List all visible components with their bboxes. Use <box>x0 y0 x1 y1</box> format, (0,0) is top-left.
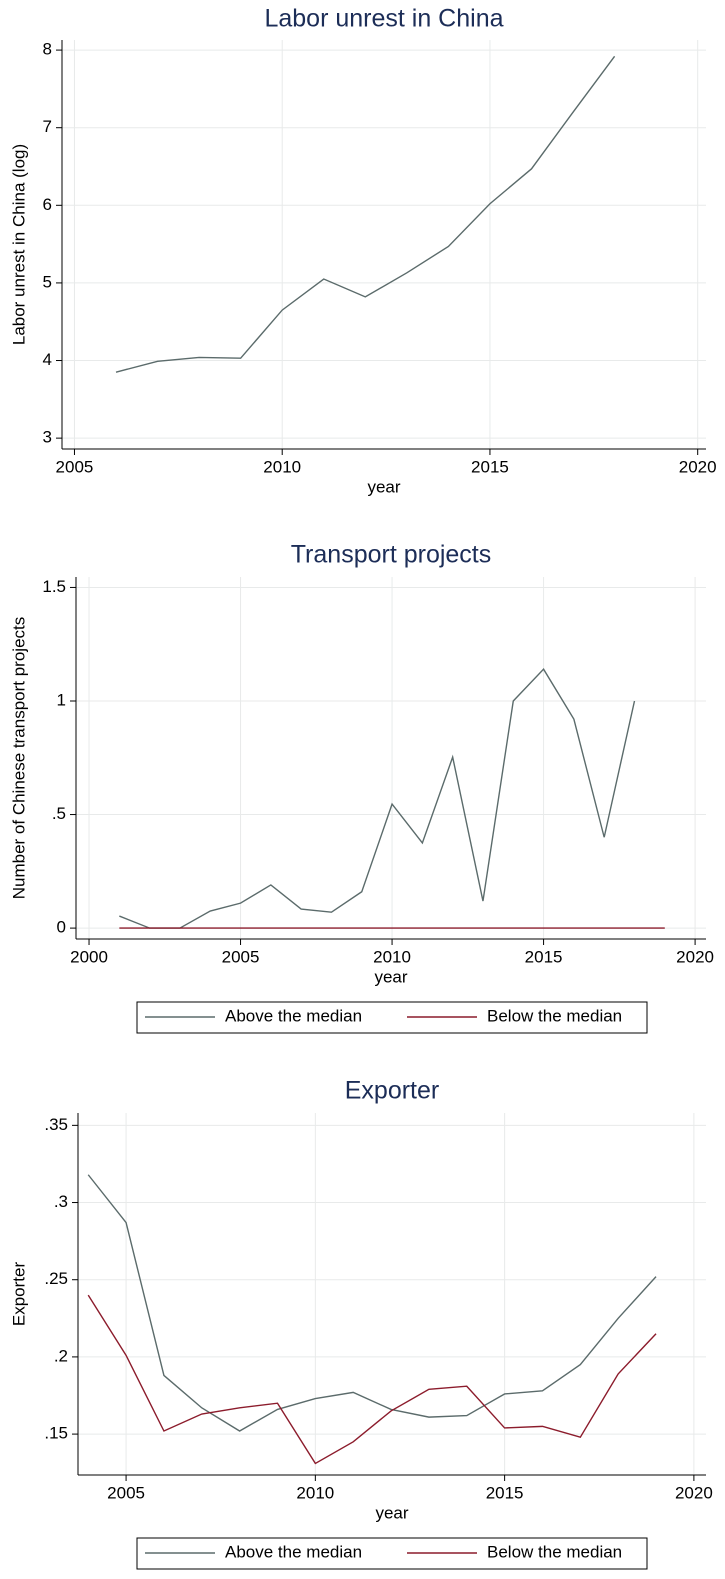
y-tick-label: 4 <box>43 350 52 369</box>
x-tick-label: 2010 <box>373 947 411 966</box>
x-tick-label: 2020 <box>679 457 717 476</box>
y-tick-label: .25 <box>44 1269 68 1288</box>
legend-label: Above the median <box>225 1542 362 1561</box>
x-axis-title: year <box>367 477 400 496</box>
y-tick-label: 1.5 <box>42 577 66 596</box>
data-line <box>119 668 636 929</box>
legend-box <box>136 1001 648 1034</box>
x-axis-title: year <box>374 967 407 986</box>
x-tick-label: 2010 <box>263 457 301 476</box>
x-tick-label: 2015 <box>486 1483 524 1502</box>
legend-label: Below the median <box>487 1006 622 1025</box>
y-tick-label: 5 <box>43 272 52 291</box>
y-axis-title: Exporter <box>9 1262 28 1327</box>
x-tick-label: 2000 <box>70 947 108 966</box>
y-tick-label: 0 <box>57 918 66 937</box>
y-tick-label: .2 <box>54 1346 68 1365</box>
x-tick-label: 2005 <box>107 1483 145 1502</box>
chart-panel: Labor unrest in China 3 4 5 6 7 8 2005 2010 2015 2… <box>9 5 716 497</box>
chart-panel: Exporter .15 .2 .25 .3 .35 2005 2010 2015 2020 yea… <box>9 1077 713 1570</box>
x-axis-title: year <box>375 1503 408 1522</box>
y-tick-label: 7 <box>43 117 52 136</box>
chart-title: Exporter <box>345 1077 439 1105</box>
legend-label: Above the median <box>225 1006 362 1025</box>
chart-panel: Transport projects 0 .5 1 1.5 2000 2005 2010 201… <box>9 541 714 1034</box>
y-tick-label: .3 <box>54 1192 68 1211</box>
legend-label: Below the median <box>487 1542 622 1561</box>
y-tick-label: 6 <box>43 195 52 214</box>
x-tick-label: 2005 <box>56 457 94 476</box>
x-tick-label: 2010 <box>296 1483 334 1502</box>
legend-box <box>136 1537 648 1570</box>
x-tick-label: 2015 <box>525 947 563 966</box>
data-line <box>87 1294 657 1465</box>
data-line <box>87 1174 657 1432</box>
y-tick-label: .5 <box>52 804 66 823</box>
x-tick-label: 2015 <box>471 457 509 476</box>
x-tick-label: 2020 <box>675 1483 713 1502</box>
y-axis-title: Labor unrest in China (log) <box>9 144 28 345</box>
y-tick-label: .15 <box>44 1424 68 1443</box>
chart-title: Transport projects <box>291 541 492 569</box>
chart-title: Labor unrest in China <box>264 5 503 33</box>
y-axis-title: Number of Chinese transport projects <box>9 617 28 900</box>
y-tick-label: 1 <box>57 690 66 709</box>
y-tick-label: 8 <box>43 40 52 59</box>
x-tick-label: 2020 <box>676 947 714 966</box>
x-tick-label: 2005 <box>222 947 260 966</box>
y-tick-label: .35 <box>44 1115 68 1134</box>
y-tick-label: 3 <box>43 428 52 447</box>
data-line <box>115 55 616 373</box>
